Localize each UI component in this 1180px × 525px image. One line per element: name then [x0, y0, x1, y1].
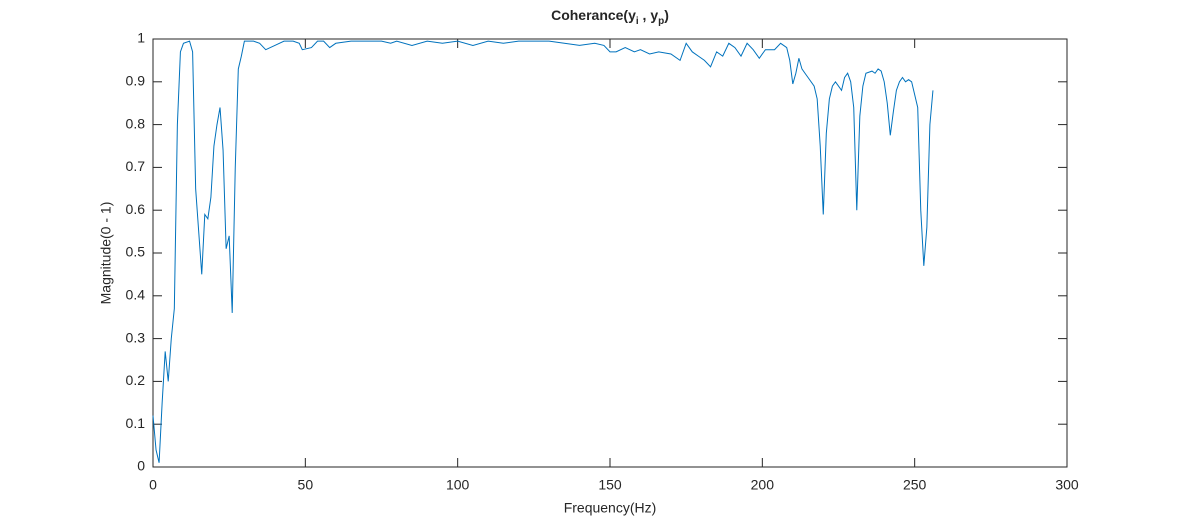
- chart-title: Coherance(yi , yp): [551, 7, 669, 27]
- x-tick-label: 0: [149, 477, 157, 493]
- x-tick-label: 300: [1055, 477, 1079, 493]
- y-tick-label: 0.4: [126, 287, 146, 303]
- y-tick-label: 0.8: [126, 115, 146, 131]
- y-tick-label: 0.6: [126, 201, 146, 217]
- x-axis-label: Frequency(Hz): [564, 500, 657, 516]
- x-tick-label: 250: [903, 477, 927, 493]
- y-tick-label: 0.9: [126, 73, 146, 89]
- y-tick-label: 0.1: [126, 415, 146, 431]
- y-tick-label: 1: [137, 30, 145, 46]
- title-part: Coherance(y: [551, 7, 636, 23]
- data-line: [152, 40, 934, 463]
- y-tick-label: 0.5: [126, 244, 146, 260]
- y-tick-label: 0.2: [126, 372, 146, 388]
- x-tick-label: 50: [298, 477, 314, 493]
- y-tick-label: 0: [137, 458, 145, 474]
- y-tick-label: 0.7: [126, 158, 146, 174]
- y-tick-label: 0.3: [126, 329, 146, 345]
- title-part: , y: [639, 7, 659, 23]
- x-tick-label: 200: [751, 477, 775, 493]
- x-tick-label: 100: [446, 477, 470, 493]
- y-axis-label: Magnitude(0 - 1): [98, 202, 114, 305]
- x-tick-label: 150: [598, 477, 622, 493]
- title-sub: i: [636, 16, 639, 27]
- title-part: ): [664, 7, 669, 23]
- title-sub: p: [658, 16, 664, 27]
